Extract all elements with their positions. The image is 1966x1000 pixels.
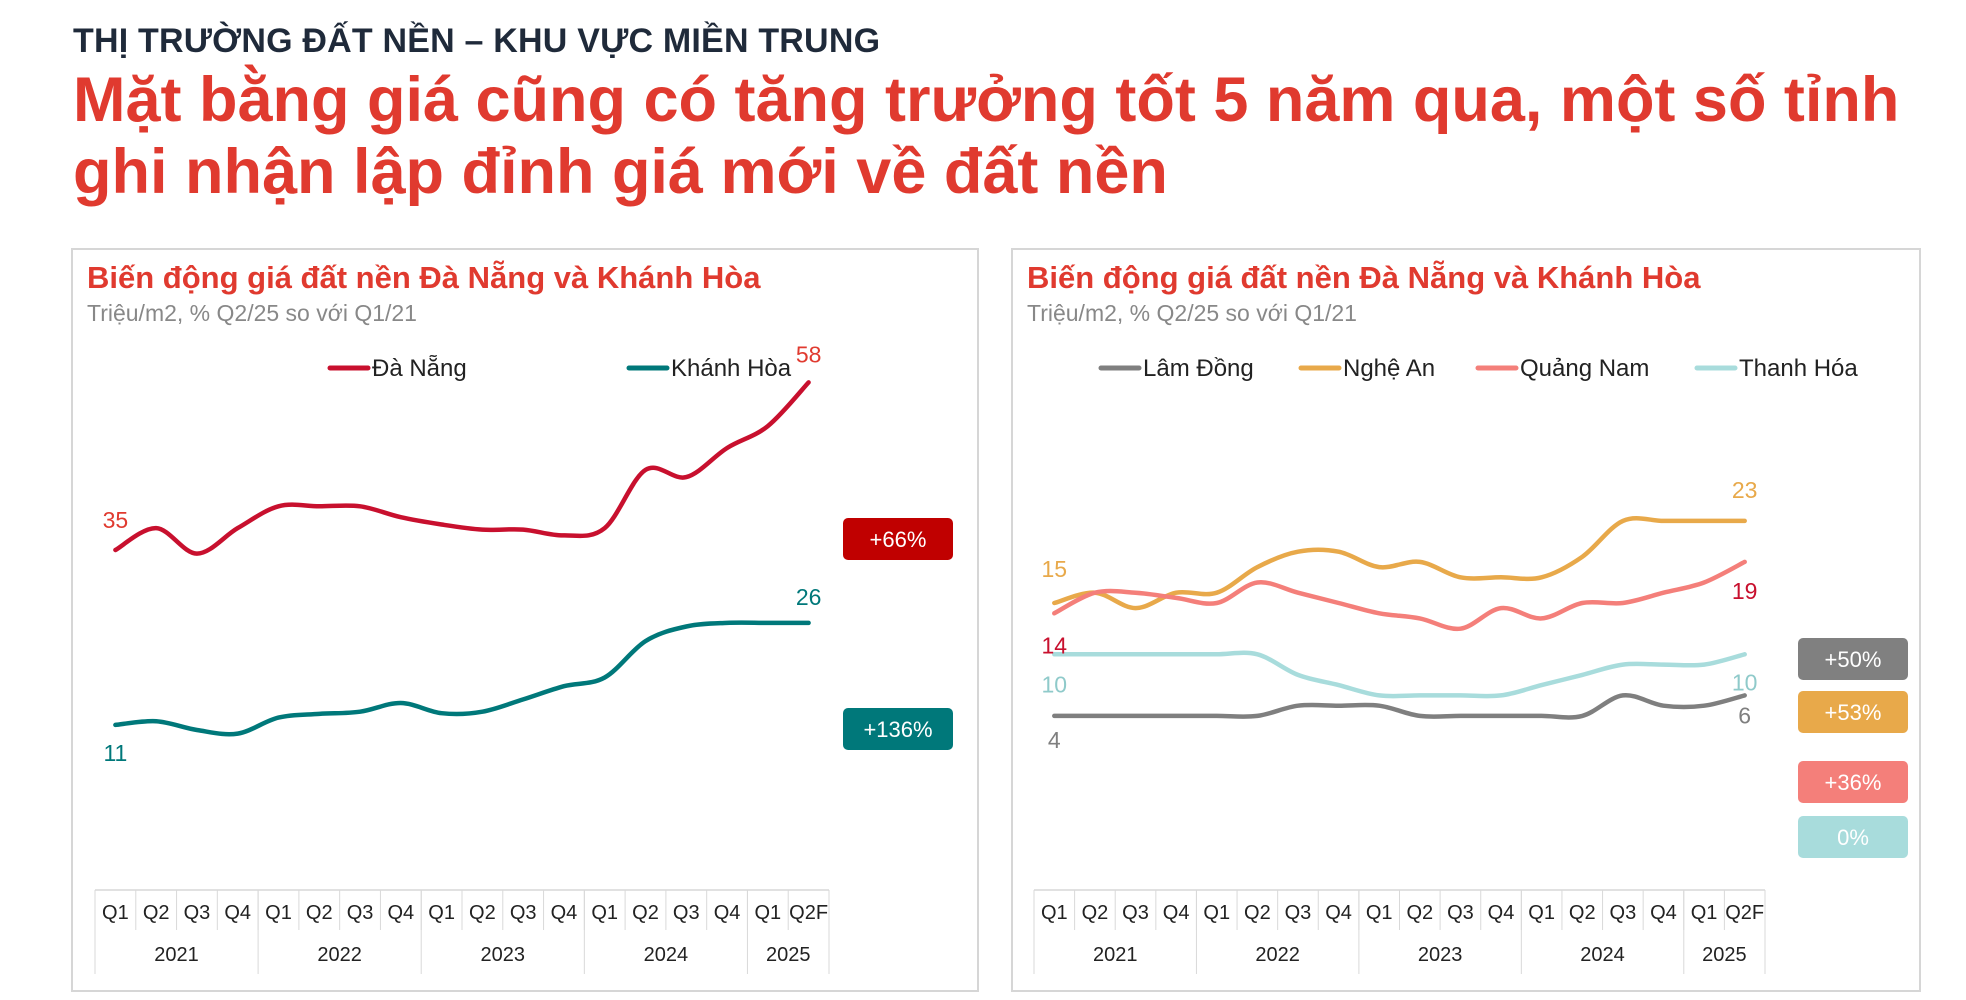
- legend-label: Lâm Đồng: [1143, 355, 1254, 382]
- x-tick-label: Q1: [265, 902, 292, 924]
- change-badge: [843, 518, 953, 560]
- line-chart-left: Q1 Q2 Q3 Q4 Q1 Q2 Q3 Q4 Q1 Q2 Q3 Q4 Q1 Q2 Q3 Q4 Q1 Q2F 202…: [94, 341, 953, 974]
- change-badge: [1798, 816, 1908, 858]
- legend-label: Nghệ An: [1343, 355, 1435, 382]
- series-line: [1052, 516, 1747, 611]
- x-tick-label: Q3: [1122, 902, 1149, 924]
- change-badge-label: 0%: [1837, 825, 1869, 850]
- x-tick-label: Q3: [510, 902, 537, 924]
- year-label: 2021: [1093, 944, 1138, 966]
- line-chart-right: Q1 Q2 Q3 Q4 Q1 Q2 Q3 Q4 Q1 Q2 Q3 Q4 Q1 Q2 Q3 Q4 Q1 Q2F 202…: [1033, 355, 1908, 974]
- kicker-title: THỊ TRƯỜNG ĐẤT NỀN – KHU VỰC MIỀN TRUNG: [73, 22, 881, 60]
- change-badge: [1798, 761, 1908, 803]
- legend-label: Quảng Nam: [1520, 355, 1649, 382]
- year-label: 2024: [1580, 944, 1625, 966]
- x-tick-label: Q2F: [789, 902, 828, 924]
- x-tick-label: Q4: [1325, 902, 1352, 924]
- x-tick-label: Q2: [1082, 902, 1109, 924]
- change-badge-label: +66%: [870, 527, 927, 552]
- x-tick-label: Q1: [102, 902, 129, 924]
- chart-panel-right: Biến động giá đất nền Đà Nẵng và Khánh H…: [1011, 248, 1921, 992]
- x-tick-label: Q1: [1041, 902, 1068, 924]
- start-value-label: 15: [1042, 556, 1068, 582]
- x-tick-label: Q3: [1447, 902, 1474, 924]
- start-value-label: 14: [1042, 632, 1068, 658]
- x-tick-label: Q4: [714, 902, 741, 924]
- change-badge-label: +136%: [863, 717, 932, 742]
- change-badge-label: +50%: [1825, 647, 1882, 672]
- x-tick-label: Q4: [551, 902, 578, 924]
- legend-label: Đà Nẵng: [372, 354, 467, 382]
- change-badge: [1798, 638, 1908, 680]
- headline: Mặt bằng giá cũng có tăng trưởng tốt 5 n…: [73, 65, 1900, 207]
- x-tick-label: Q1: [428, 902, 455, 924]
- x-tick-label: Q3: [184, 902, 211, 924]
- year-label: 2022: [1255, 944, 1300, 966]
- x-tick-label: Q4: [224, 902, 251, 924]
- x-tick-label: Q1: [1203, 902, 1230, 924]
- x-tick-label: Q2: [306, 902, 333, 924]
- series-line: [1052, 693, 1747, 720]
- change-badge-label: +53%: [1825, 700, 1882, 725]
- start-value-label: 35: [103, 507, 129, 533]
- x-tick-label: Q2: [1244, 902, 1271, 924]
- x-tick-label: Q3: [347, 902, 374, 924]
- x-tick-label: Q2: [143, 902, 170, 924]
- end-value-label: 19: [1732, 578, 1758, 604]
- start-value-label: 11: [103, 740, 127, 766]
- legend-label: Khánh Hòa: [671, 355, 792, 382]
- year-label: 2023: [1418, 944, 1463, 966]
- chart-title: Biến động giá đất nền Đà Nẵng và Khánh H…: [87, 260, 761, 295]
- x-tick-label: Q4: [1650, 902, 1677, 924]
- year-label: 2023: [481, 944, 526, 966]
- year-label: 2024: [644, 944, 689, 966]
- series-line: [1052, 559, 1747, 632]
- x-tick-label: Q2: [1569, 902, 1596, 924]
- start-value-label: 10: [1042, 671, 1068, 697]
- x-tick-label: Q4: [1488, 902, 1515, 924]
- chart-subtitle: Triệu/m2, % Q2/25 so với Q1/21: [87, 300, 417, 326]
- x-tick-label: Q2F: [1725, 902, 1764, 924]
- x-tick-label: Q3: [1285, 902, 1312, 924]
- series-line: [113, 380, 811, 556]
- x-tick-label: Q2: [1406, 902, 1433, 924]
- end-value-label: 23: [1732, 477, 1758, 503]
- end-value-label: 58: [796, 341, 822, 367]
- x-tick-label: Q1: [1528, 902, 1555, 924]
- x-tick-label: Q2: [469, 902, 496, 924]
- start-value-label: 4: [1048, 727, 1061, 753]
- x-tick-label: Q4: [387, 902, 414, 924]
- year-label: 2021: [154, 944, 199, 966]
- year-label: 2022: [317, 944, 362, 966]
- x-tick-label: Q1: [1366, 902, 1393, 924]
- year-label: 2025: [766, 944, 811, 966]
- x-tick-label: Q3: [1610, 902, 1637, 924]
- end-value-label: 6: [1738, 702, 1751, 728]
- end-value-label: 10: [1732, 669, 1758, 695]
- series-line: [1052, 650, 1747, 699]
- x-tick-label: Q1: [754, 902, 781, 924]
- year-label: 2025: [1702, 944, 1747, 966]
- legend-label: Thanh Hóa: [1739, 355, 1858, 382]
- chart-panel-left: Biến động giá đất nền Đà Nẵng và Khánh H…: [71, 248, 979, 992]
- end-value-label: 26: [796, 584, 822, 610]
- change-badge: [1798, 691, 1908, 733]
- x-tick-label: Q4: [1163, 902, 1190, 924]
- x-tick-label: Q1: [591, 902, 618, 924]
- chart-title: Biến động giá đất nền Đà Nẵng và Khánh H…: [1027, 260, 1701, 295]
- series-line: [113, 620, 811, 737]
- change-badge-label: +36%: [1825, 770, 1882, 795]
- x-tick-label: Q2: [632, 902, 659, 924]
- chart-subtitle: Triệu/m2, % Q2/25 so với Q1/21: [1027, 300, 1357, 326]
- x-tick-label: Q3: [673, 902, 700, 924]
- change-badge: [843, 708, 953, 750]
- x-tick-label: Q1: [1691, 902, 1718, 924]
